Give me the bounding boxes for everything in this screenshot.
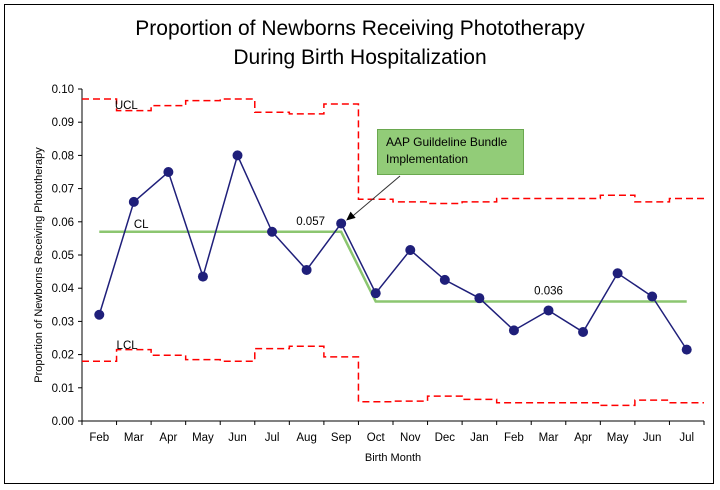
y-tick-label: 0.02 (52, 350, 74, 362)
x-tick-label: Dec (435, 432, 456, 444)
data-point (267, 226, 278, 237)
data-point (163, 167, 174, 177)
arrow-head (346, 211, 356, 221)
x-tick-label: Jul (679, 432, 694, 444)
arrow-line (351, 175, 401, 217)
data-point (474, 293, 485, 304)
series-line (98, 153, 688, 351)
annotation-line-1: AAP Guildeline Bundle (386, 135, 508, 149)
lcl-label: LCL (117, 340, 139, 352)
data-point (336, 218, 347, 229)
data-point (681, 344, 692, 355)
x-tick-label: Mar (539, 432, 559, 444)
y-tick-label: 0.07 (52, 184, 74, 196)
x-tick-label: Mar (124, 432, 144, 444)
ucl-line (82, 98, 704, 205)
x-tick-label: Apr (574, 432, 592, 444)
x-tick-label: Jul (265, 432, 280, 444)
chart-frame (4, 4, 714, 484)
y-tick-label: 0.01 (52, 383, 74, 395)
data-point (370, 288, 381, 299)
data-point (197, 271, 208, 282)
annotation-line-2: Implementation (386, 152, 469, 166)
data-point (647, 291, 658, 302)
chart-title-line-1: Proportion of Newborns Receiving Phototh… (135, 17, 585, 40)
y-tick-label: 0.08 (52, 150, 74, 162)
y-tick-label: 0.05 (52, 250, 74, 262)
cl-label: CL (134, 219, 149, 231)
x-tick-label: Jan (470, 432, 489, 444)
control-limits (82, 98, 704, 407)
y-tick-label: 0.09 (52, 117, 74, 129)
annotation-callout: AAP Guildeline Bundle Implementation (377, 129, 524, 175)
y-axis-title: Proportion of Newborns Receiving Phototh… (33, 147, 45, 383)
cl2-value-label: 0.036 (534, 285, 563, 297)
x-tick-label: May (607, 432, 629, 444)
x-tick-label: Oct (367, 432, 386, 444)
x-tick-label: Nov (400, 432, 421, 444)
y-tick-label: 0.03 (52, 316, 74, 328)
cl1-value-label: 0.057 (296, 216, 325, 228)
ucl-label: UCL (115, 100, 139, 112)
chart-title: Proportion of Newborns Receiving Phototh… (0, 14, 720, 72)
data-point (439, 274, 450, 285)
y-tick-label: 0.00 (52, 416, 74, 428)
data-point (612, 268, 623, 279)
y-tick-label: 0.10 (52, 84, 74, 96)
chart-title-line-2: During Birth Hospitalization (233, 46, 487, 69)
data-point (232, 150, 243, 161)
x-tick-label: Aug (296, 432, 316, 444)
data-point (578, 327, 589, 338)
data-series (94, 150, 692, 355)
center-line (99, 230, 687, 303)
y-tick-label: 0.06 (52, 217, 74, 229)
x-tick-label: Feb (504, 432, 524, 444)
y-axis: 0.00 0.01 0.02 0.03 0.04 0.05 0.06 0.07 0.08 0.09… (52, 84, 83, 428)
x-tick-label: Feb (89, 432, 109, 444)
data-point (405, 245, 416, 256)
x-tick-label: Apr (159, 432, 177, 444)
x-tick-label: Sep (331, 432, 351, 444)
data-point (301, 264, 312, 275)
x-tick-label: May (192, 432, 214, 444)
data-point (543, 305, 554, 316)
lcl-line (82, 345, 704, 407)
x-axis-title: Birth Month (365, 452, 421, 464)
data-point (128, 196, 139, 207)
center-lines (99, 230, 687, 303)
y-tick-label: 0.04 (52, 283, 75, 295)
chart-labels: UCL CL LCL 0.057 0.036 (115, 100, 563, 352)
x-tick-label: Jun (643, 432, 662, 444)
data-point (508, 325, 519, 336)
data-point (94, 309, 105, 320)
annotation-arrow (346, 175, 401, 221)
x-tick-label: Jun (228, 432, 247, 444)
x-axis: Feb Mar Apr May Jun Jul Aug Sep Oct Nov Dec Jan Feb M… (81, 420, 705, 444)
